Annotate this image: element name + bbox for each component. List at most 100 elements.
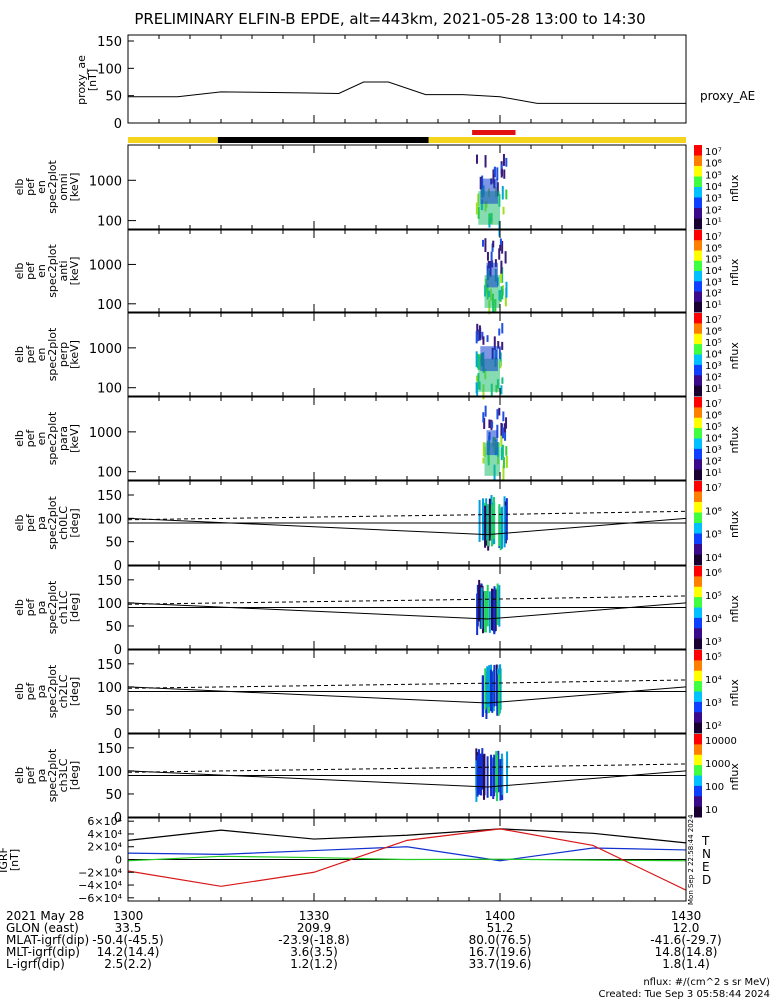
status-bar-segment [217,137,429,143]
spectrogram-pixel [501,288,504,300]
legend-entry: T [701,834,710,848]
y-axis-label: spec2plot [46,411,59,465]
panel-en-para: 1000100elbpefenspec2plotpara[keV]10⁷10⁶1… [13,396,741,482]
y-tick-label: 150 [97,658,122,673]
spectrogram-pixel [493,167,496,175]
panel-pa-ch2: 150100500elbpefpaspec2plotch2LC[deg]10⁵1… [13,649,741,742]
spectrogram-pixel [498,504,501,547]
y-axis-label: spec2plot [46,496,59,550]
footer-row-label: GLON (east) [6,921,79,935]
legend-entry: E [702,860,710,874]
colorbar-label: nflux [728,174,741,202]
y-tick-label: 50 [105,536,122,551]
spectrogram-pixel [475,760,478,802]
y-tick-label: 150 [97,742,122,757]
colorbar-segment [694,155,702,167]
y-axis-label: [keV] [68,424,81,453]
anti-loss-cone-line [127,763,687,773]
colorbar-segment [694,638,702,650]
y-axis-label: elb [13,179,26,196]
spectrogram-pixel [499,361,502,369]
footer-value: -50.4(-45.5) [92,933,163,947]
spectrogram-pixel [500,506,503,549]
colorbar-segment [694,775,702,787]
panel-frame [127,34,687,124]
spectrogram-pixel [500,753,503,796]
spectrogram-pixel [498,328,501,336]
colorbar-segment [694,281,702,292]
footer-row-label: L-igrf(dip) [6,957,65,971]
colorbar-segment [694,512,702,524]
colorbar-tick-label: 10⁶ [705,568,722,579]
footer-value: 16.7(19.6) [469,945,532,959]
spectrogram-pixel [503,505,506,548]
y-axis-label: spec2plot [46,244,59,298]
colorbar-segment [694,438,702,450]
spectrogram-pixel [502,457,505,469]
spectrogram-pixel [497,341,500,349]
footer-row-label: 2021 May 28 [6,909,84,923]
spectrogram-pixel [496,583,499,625]
series-label: proxy_AE [700,89,755,103]
spectrogram-pixel [489,669,492,712]
spectrogram-pixel [484,405,487,417]
footer-value: 1400 [485,909,516,923]
y-axis-label: pa [35,769,48,783]
colorbar-segment [694,544,702,555]
colorbar-segment [694,323,702,335]
colorbar-segment [694,313,702,324]
y-axis-label: [keV] [68,173,81,202]
y-tick-label: 1000 [89,426,122,441]
colorbar-segment [694,628,702,640]
figure-title: PRELIMINARY ELFIN-B EPDE, alt=443km, 202… [134,10,645,28]
spectrogram-pixel [481,675,484,717]
colorbar-segment [694,607,702,619]
y-axis-label: elb [13,683,26,700]
colorbar-tick-label: 10³ [705,445,722,456]
y-axis-label: pef [24,345,37,364]
y-axis-label: en [35,180,48,194]
y-axis-label: pef [24,513,37,532]
y-axis-label: en [35,264,48,278]
spectrogram-pixel [497,750,500,793]
colorbar-segment [694,230,702,241]
y-tick-label: 100 [97,215,122,230]
colorbar-tick-label: 100 [705,782,724,793]
colorbar-segment [694,712,702,724]
footer-value: 209.9 [297,921,331,935]
created-stamp: Created: Tue Sep 3 05:58:44 2024 [599,989,771,1000]
spectrogram-pixel [482,412,485,423]
spectrogram-pixel [478,499,481,542]
spectrogram-pixel [499,508,502,551]
colorbar-segment [694,586,702,598]
igrf-line-N [127,846,687,862]
y-axis-label: anti [57,260,70,281]
footer-value: 14.8(14.8) [655,945,718,959]
colorbar-label: nflux [728,510,741,538]
spectrogram-pixel [482,442,485,456]
y-tick-label: 50 [105,788,122,803]
spectrogram-pixel [501,427,504,439]
colorbar-segment [694,806,702,818]
loss-cone-line [127,686,687,704]
spectrogram-pixel [490,504,493,547]
spectrogram-pixel [499,293,502,302]
colorbar-segment [694,385,702,397]
spectrogram-pixel [486,251,489,261]
spectrogram-pixel [488,419,491,429]
spectrogram-pixel [486,666,489,708]
spectrogram-pixel [485,498,488,541]
colorbar-tick-label: 10⁴ [705,614,722,625]
panel-proxy-ae: 150 100 50 0 proxy_AE proxy_ae[nT] [75,34,755,132]
spectrogram-pixel [482,239,485,247]
y-axis-label: [keV] [68,340,81,369]
colorbar-segment [694,291,702,303]
spectrogram-pixel [481,748,484,790]
footer-value: 1.8(1.4) [662,957,710,971]
colorbar-segment [694,796,702,808]
y-tick-label: 100 [97,512,122,527]
colorbar-tick-label: 10⁴ [705,434,722,445]
spectrogram-pixel [501,240,504,254]
spectrogram-pixel [477,329,480,342]
